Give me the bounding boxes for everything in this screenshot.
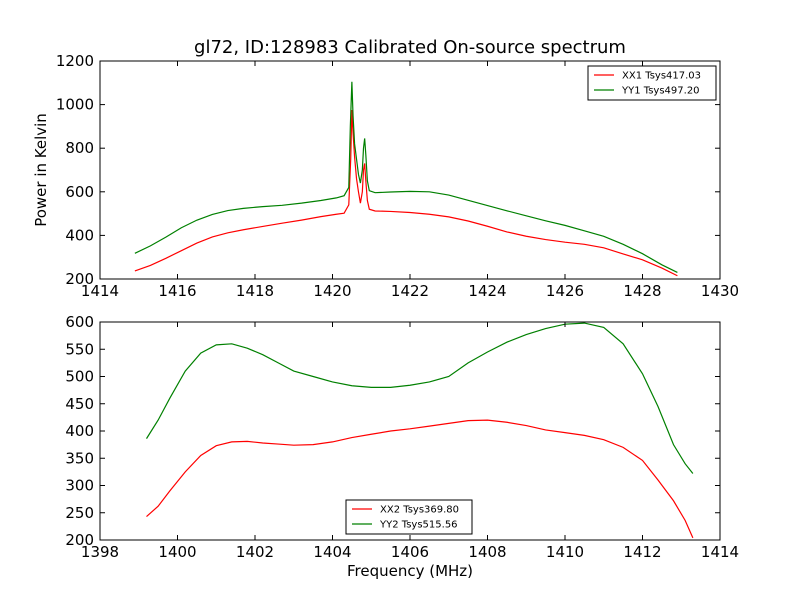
y-tick-label-1: 800 bbox=[65, 139, 94, 157]
y-tick-label-2: 200 bbox=[65, 531, 94, 549]
legend-1: XX1 Tsys417.03 YY1 Tsys497.20 bbox=[587, 65, 717, 101]
x-tick-label-2: 1414 bbox=[701, 543, 739, 561]
y-tick-label-2: 450 bbox=[65, 395, 94, 413]
legend-label-1-1: XX1 Tsys417.03 bbox=[622, 71, 701, 82]
x-tick-label-2: 1404 bbox=[313, 543, 351, 561]
series-line-2-2 bbox=[145, 322, 694, 474]
y-tick-label-2: 500 bbox=[65, 368, 94, 386]
x-tick-label-1: 1416 bbox=[158, 282, 196, 300]
legend-box-1 bbox=[587, 65, 717, 101]
y-tick-label-2: 400 bbox=[65, 422, 94, 440]
legend-label-2-2: YY2 Tsys515.56 bbox=[379, 520, 458, 531]
y-tick-label-1: 600 bbox=[65, 183, 94, 201]
y-axis-label: Power in Kelvin bbox=[32, 113, 50, 227]
x-tick-label-2: 1400 bbox=[158, 543, 196, 561]
y-tick-label-2: 250 bbox=[65, 504, 94, 522]
x-tick-label-2: 1406 bbox=[391, 543, 429, 561]
x-tick-label-2: 1412 bbox=[623, 543, 661, 561]
series-line-1-1 bbox=[134, 110, 678, 277]
x-tick-label-1: 1430 bbox=[701, 282, 739, 300]
x-tick-label-2: 1408 bbox=[468, 543, 506, 561]
series-line-1-2 bbox=[134, 81, 678, 273]
y-tick-label-2: 300 bbox=[65, 477, 94, 495]
y-tick-label-1: 1000 bbox=[56, 96, 94, 114]
figure-title: gl72, ID:128983 Calibrated On-source spe… bbox=[194, 37, 626, 58]
x-tick-label-1: 1424 bbox=[468, 282, 506, 300]
x-tick-label-1: 1426 bbox=[546, 282, 584, 300]
panel-2: 1398 1400 1402 1404 1406 1408 1410 1412 1414 200 2… bbox=[65, 313, 739, 561]
x-tick-label-1: 1414 bbox=[81, 282, 119, 300]
legend-2: XX2 Tsys369.80 YY2 Tsys515.56 bbox=[345, 499, 473, 535]
x-tick-label-2: 1398 bbox=[81, 543, 119, 561]
x-tick-label-1: 1422 bbox=[391, 282, 429, 300]
x-tick-label-1: 1420 bbox=[313, 282, 351, 300]
y-tick-label-2: 550 bbox=[65, 340, 94, 358]
legend-label-1-2: YY1 Tsys497.20 bbox=[621, 86, 700, 97]
x-tick-label-2: 1410 bbox=[546, 543, 584, 561]
y-tick-label-1: 400 bbox=[65, 226, 94, 244]
x-tick-label-2: 1402 bbox=[236, 543, 274, 561]
y-tick-label-1: 1200 bbox=[56, 52, 94, 70]
x-axis-label: Frequency (MHz) bbox=[347, 562, 473, 580]
x-tick-label-1: 1418 bbox=[236, 282, 274, 300]
legend-box-2 bbox=[345, 499, 473, 535]
y-tick-label-1: 200 bbox=[65, 270, 94, 288]
y-tick-label-2: 350 bbox=[65, 449, 94, 467]
series-line-2-1 bbox=[146, 419, 694, 539]
legend-label-2-1: XX2 Tsys369.80 bbox=[380, 505, 459, 516]
x-tick-label-1: 1428 bbox=[623, 282, 661, 300]
panel-1: 1414 1416 1418 1420 1422 1424 1426 1428 1430 200 4… bbox=[32, 52, 739, 300]
y-tick-label-2: 600 bbox=[65, 313, 94, 331]
